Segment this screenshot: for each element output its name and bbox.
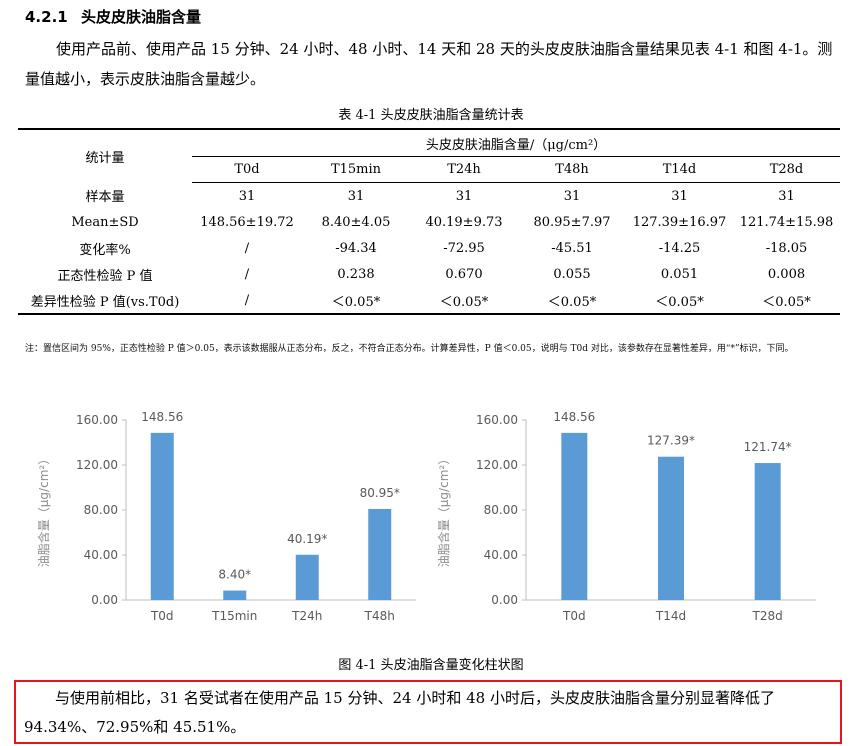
- conclusion-box: 与使用前相比，31 名受试者在使用产品 15 分钟、24 小时和 48 小时后，…: [14, 680, 842, 744]
- table-cell: ＜0.05*: [626, 287, 733, 315]
- y-axis-label: 油脂含量（μg/cm²）: [436, 453, 451, 567]
- table-cell: ＜0.05*: [518, 287, 626, 315]
- figure-caption: 图 4-1 头皮油脂含量变化柱状图: [338, 658, 524, 673]
- table-caption: 表 4-1 头皮皮肤油脂含量统计表: [338, 108, 524, 123]
- table-row: Mean±SD 148.56±19.72 8.40±4.05 40.19±9.73 80…: [18, 209, 840, 235]
- row-label: Mean±SD: [71, 214, 139, 230]
- table-cell: 31: [563, 188, 581, 204]
- table-cell: -72.95: [443, 240, 485, 256]
- table-cell: 8.40±4.05: [321, 214, 391, 230]
- table-cell: 31: [238, 188, 256, 204]
- table-cell: 31: [671, 188, 688, 204]
- row-label: 样本量: [85, 190, 125, 206]
- column-header: T24h: [410, 156, 518, 183]
- table-cell: /: [192, 287, 302, 315]
- y-tick-label: 0.00: [491, 593, 518, 607]
- bar-chart-long-term: 油脂含量（μg/cm²） 0.00 40.00 80.00 120.00 160.00 14…: [436, 410, 816, 623]
- table-cell: ＜0.05*: [302, 287, 410, 315]
- bar: [368, 508, 392, 600]
- y-tick-label: 120.00: [476, 458, 518, 472]
- column-header: T28d: [733, 156, 840, 183]
- y-tick-label: 120.00: [76, 458, 118, 472]
- bar: [754, 463, 781, 600]
- table-cell: 31: [778, 188, 795, 204]
- table-row: 正态性检验 P 值 / 0.238 0.670 0.055 0.051 0.008: [18, 261, 840, 287]
- table-cell: -14.25: [658, 240, 701, 256]
- table-cell: ＜0.05*: [733, 287, 840, 315]
- x-tick-label: T0d: [150, 609, 174, 623]
- table-cell: 0.670: [445, 266, 483, 282]
- table-cell: 80.95±7.97: [533, 214, 611, 230]
- column-header: T14d: [626, 156, 733, 183]
- table-cell: -45.51: [551, 240, 593, 256]
- table-cell: ＜0.05*: [410, 287, 518, 315]
- data-label: 148.56: [141, 410, 183, 424]
- y-tick-label: 80.00: [484, 503, 518, 517]
- table-cell: 127.39±16.97: [632, 214, 727, 230]
- table-cell: 0.008: [767, 266, 806, 282]
- table-row: 样本量 31 31 31 31 31 31: [18, 183, 840, 210]
- x-tick-label: T0d: [562, 609, 586, 623]
- intro-paragraph: 使用产品前、使用产品 15 分钟、24 小时、48 小时、14 天和 28 天的…: [25, 40, 833, 88]
- bar: [658, 456, 684, 600]
- y-tick-label: 40.00: [484, 548, 518, 562]
- table-cell: 121.74±15.98: [739, 214, 834, 230]
- data-label: 148.56: [553, 410, 595, 424]
- data-label: 40.19*: [287, 532, 327, 546]
- table-cell: /: [244, 266, 250, 282]
- x-tick-label: T14d: [655, 609, 686, 623]
- row-label: 变化率%: [79, 242, 131, 258]
- group-header: 头皮皮肤油脂含量/（μg/cm²）: [192, 128, 840, 157]
- y-tick-label: 80.00: [84, 503, 118, 517]
- table-cell: -94.34: [335, 240, 377, 256]
- x-tick-label: T48h: [364, 609, 395, 623]
- bar: [150, 432, 174, 600]
- bar: [561, 432, 588, 600]
- table-cell: 40.19±9.73: [425, 214, 503, 230]
- bar: [295, 554, 319, 600]
- row-label: 差异性检验 P 值(vs.T0d): [18, 287, 192, 315]
- data-label: 127.39*: [647, 434, 695, 448]
- column-header: T15min: [302, 156, 410, 183]
- section-title: 头皮皮肤油脂含量: [81, 8, 202, 26]
- table-cell: 0.055: [553, 266, 591, 282]
- table-cell: 31: [455, 188, 473, 204]
- column-header: T48h: [518, 156, 626, 183]
- conclusion-text: 与使用前相比，31 名受试者在使用产品 15 分钟、24 小时和 48 小时后，…: [24, 689, 775, 736]
- x-tick-label: T28d: [752, 609, 783, 623]
- stat-header: 统计量: [18, 128, 192, 183]
- data-label: 8.40*: [218, 568, 251, 582]
- stats-table: 统计量 头皮皮肤油脂含量/（μg/cm²） T0d T15min T24h T48h T…: [18, 128, 840, 315]
- data-label: 121.74*: [744, 440, 792, 454]
- data-label: 80.95*: [360, 486, 400, 500]
- table-cell: -18.05: [765, 240, 808, 256]
- table-cell: 148.56±19.72: [200, 214, 294, 230]
- table-row: 变化率% / -94.34 -72.95 -45.51 -14.25 -18.05: [18, 235, 840, 261]
- x-tick-label: T24h: [291, 609, 322, 623]
- table-cell: /: [244, 240, 250, 256]
- table-cell: 0.051: [660, 266, 699, 282]
- row-label: 正态性检验 P 值: [57, 268, 153, 284]
- section-number: 4.2.1: [25, 8, 68, 26]
- table-cell: 31: [347, 188, 365, 204]
- column-header: T0d: [192, 156, 302, 183]
- y-tick-label: 160.00: [76, 413, 118, 427]
- y-tick-label: 40.00: [84, 548, 118, 562]
- bar-chart-short-term: 油脂含量（μg/cm²） 0.00 40.00 80.00 120.00 160.00 14…: [36, 410, 416, 623]
- section-heading: 4.2.1 头皮皮肤油脂含量: [25, 6, 201, 27]
- bar: [223, 590, 247, 600]
- table-note: 注：置信区间为 95%，正态性检验 P 值＞0.05，表示该数据服从正态分布，反…: [25, 344, 794, 354]
- x-tick-label: T15min: [211, 609, 257, 623]
- y-tick-label: 0.00: [91, 593, 118, 607]
- y-axis-label: 油脂含量（μg/cm²）: [36, 453, 51, 567]
- y-tick-label: 160.00: [476, 413, 518, 427]
- table-cell: 0.238: [337, 266, 375, 282]
- table-row: 差异性检验 P 值(vs.T0d) / ＜0.05* ＜0.05* ＜0.05* ＜0.0…: [18, 287, 840, 315]
